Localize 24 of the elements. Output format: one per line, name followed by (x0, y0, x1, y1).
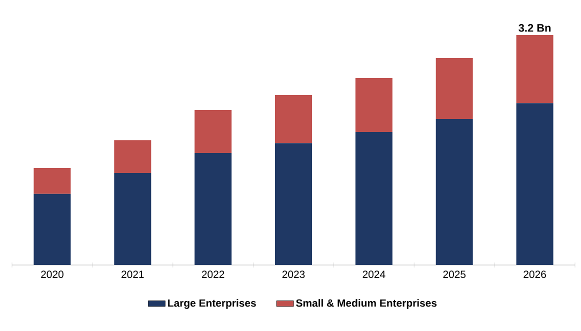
x-tick-label: 2021 (122, 270, 144, 278)
bar (436, 58, 473, 119)
x-tick-label: 2023 (282, 270, 305, 278)
bar (275, 95, 312, 144)
bar (194, 152, 232, 265)
legend-label: Large Enterprises (168, 299, 256, 309)
bar (516, 103, 554, 265)
bar (436, 118, 473, 265)
x-tick-label: 2024 (362, 270, 386, 278)
x-tick-label: 2025 (443, 270, 466, 278)
bar (34, 194, 71, 265)
x-tick-label: 2026 (524, 270, 546, 278)
bar (114, 173, 152, 265)
annotation: 3.2 Bn (518, 24, 551, 32)
bar (34, 168, 71, 194)
bar (355, 132, 392, 265)
x-tick-label: 2022 (202, 270, 224, 278)
bar (275, 143, 312, 265)
bar (194, 110, 232, 153)
bar (516, 34, 554, 104)
legend-label: Small & Medium Enterprises (296, 299, 437, 309)
x-tick-label: 2020 (41, 270, 64, 278)
bar (355, 78, 392, 132)
bar (114, 140, 152, 173)
